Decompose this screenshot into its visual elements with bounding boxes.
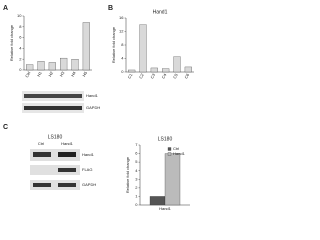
blot-label: GAPDH (86, 105, 100, 110)
blot-a: Hand1 GAPDH (22, 91, 100, 113)
blot-label: Hand1 (86, 93, 99, 98)
y-tick-label: 0 (135, 202, 138, 207)
y-tick-label: 6 (135, 151, 138, 156)
y-tick-label: 6 (19, 35, 22, 40)
legend-label: Hand1 (173, 151, 186, 156)
y-tick-label: 12 (119, 29, 124, 34)
y-tick-label: 10 (17, 13, 22, 18)
y-tick-label: 0 (121, 69, 124, 74)
bar (37, 61, 45, 71)
blot-band (24, 94, 82, 98)
x-tick-label: H3 (59, 70, 66, 78)
y-tick-label: 2 (135, 185, 138, 190)
y-tick-label: 8 (121, 42, 124, 47)
bar (162, 68, 170, 73)
bar (184, 66, 192, 73)
bar (128, 69, 136, 73)
bar (150, 67, 158, 73)
page: {"figure": {"panels": ["A", "B", "C"], "… (3, 4, 194, 212)
bar (164, 153, 181, 206)
blot-band (24, 106, 82, 110)
x-tick-label: C1 (127, 72, 134, 80)
legend-swatch (167, 147, 172, 151)
x-tick-label: C6 (183, 72, 190, 80)
bar (149, 196, 166, 206)
bar (71, 59, 79, 71)
blot-band (58, 183, 76, 187)
chart-title: LS180 (158, 136, 173, 142)
blot-band (58, 168, 76, 172)
bar (48, 62, 56, 71)
y-tick-label: 1 (135, 193, 138, 198)
x-tick-label: C3 (149, 72, 156, 80)
bar (60, 57, 68, 71)
blot-band (58, 152, 76, 157)
x-tick-label: H5 (81, 70, 88, 78)
lane-label: Ctrl (38, 141, 44, 146)
blot-title: LS180 (48, 134, 63, 140)
x-tick-label: H4 (70, 70, 77, 78)
y-tick-label: 16 (119, 15, 124, 20)
bar (173, 56, 181, 73)
bar (82, 22, 90, 71)
y-axis-label: Relative fold change (111, 26, 116, 63)
blot-label: Hand1 (82, 152, 95, 157)
y-tick-label: 4 (135, 168, 138, 173)
y-tick-label: 0 (19, 67, 22, 72)
blot-strip (30, 165, 80, 175)
x-tick-label: H2 (47, 70, 54, 78)
y-tick-label: 4 (19, 45, 22, 50)
x-tick-label: C5 (172, 72, 179, 80)
y-axis-label: Relative fold change (125, 156, 130, 193)
y-tick-label: 2 (19, 56, 22, 61)
y-tick-label: 7 (135, 142, 138, 147)
chart-title: Hand1 (153, 9, 168, 15)
x-tick-label: C2 (138, 72, 145, 80)
blot-label: GAPDH (82, 182, 96, 187)
x-tick-label: Ctrl (24, 70, 31, 78)
bar (139, 24, 147, 73)
y-tick-label: 3 (135, 176, 138, 181)
x-tick-label: C4 (161, 72, 168, 80)
x-tick-label: H1 (36, 70, 43, 78)
x-tick-label: Hand1 (159, 206, 172, 211)
blot-band (33, 152, 51, 157)
blot-band (33, 183, 51, 187)
blot-c: LS180 Ctrl Hand1 Hand1 FLAG GAPDH (30, 134, 96, 190)
panel-label: B (108, 5, 113, 12)
blot-strip (30, 180, 80, 190)
blot-label: FLAG (82, 167, 92, 172)
y-tick-label: 8 (19, 24, 22, 29)
y-tick-label: 5 (135, 159, 138, 164)
legend-swatch (167, 152, 172, 156)
y-tick-label: 4 (121, 56, 124, 61)
bar (26, 64, 34, 71)
panel-label: A (3, 5, 8, 12)
y-axis-label: Relative fold change (9, 24, 14, 61)
legend-label: Ctrl (173, 146, 179, 151)
lane-label: Hand1 (61, 141, 74, 146)
figure: A B C Hand1 GAPDH LS180 Ctrl Hand1 Hand1… (3, 5, 194, 211)
panel-label: C (3, 124, 8, 131)
